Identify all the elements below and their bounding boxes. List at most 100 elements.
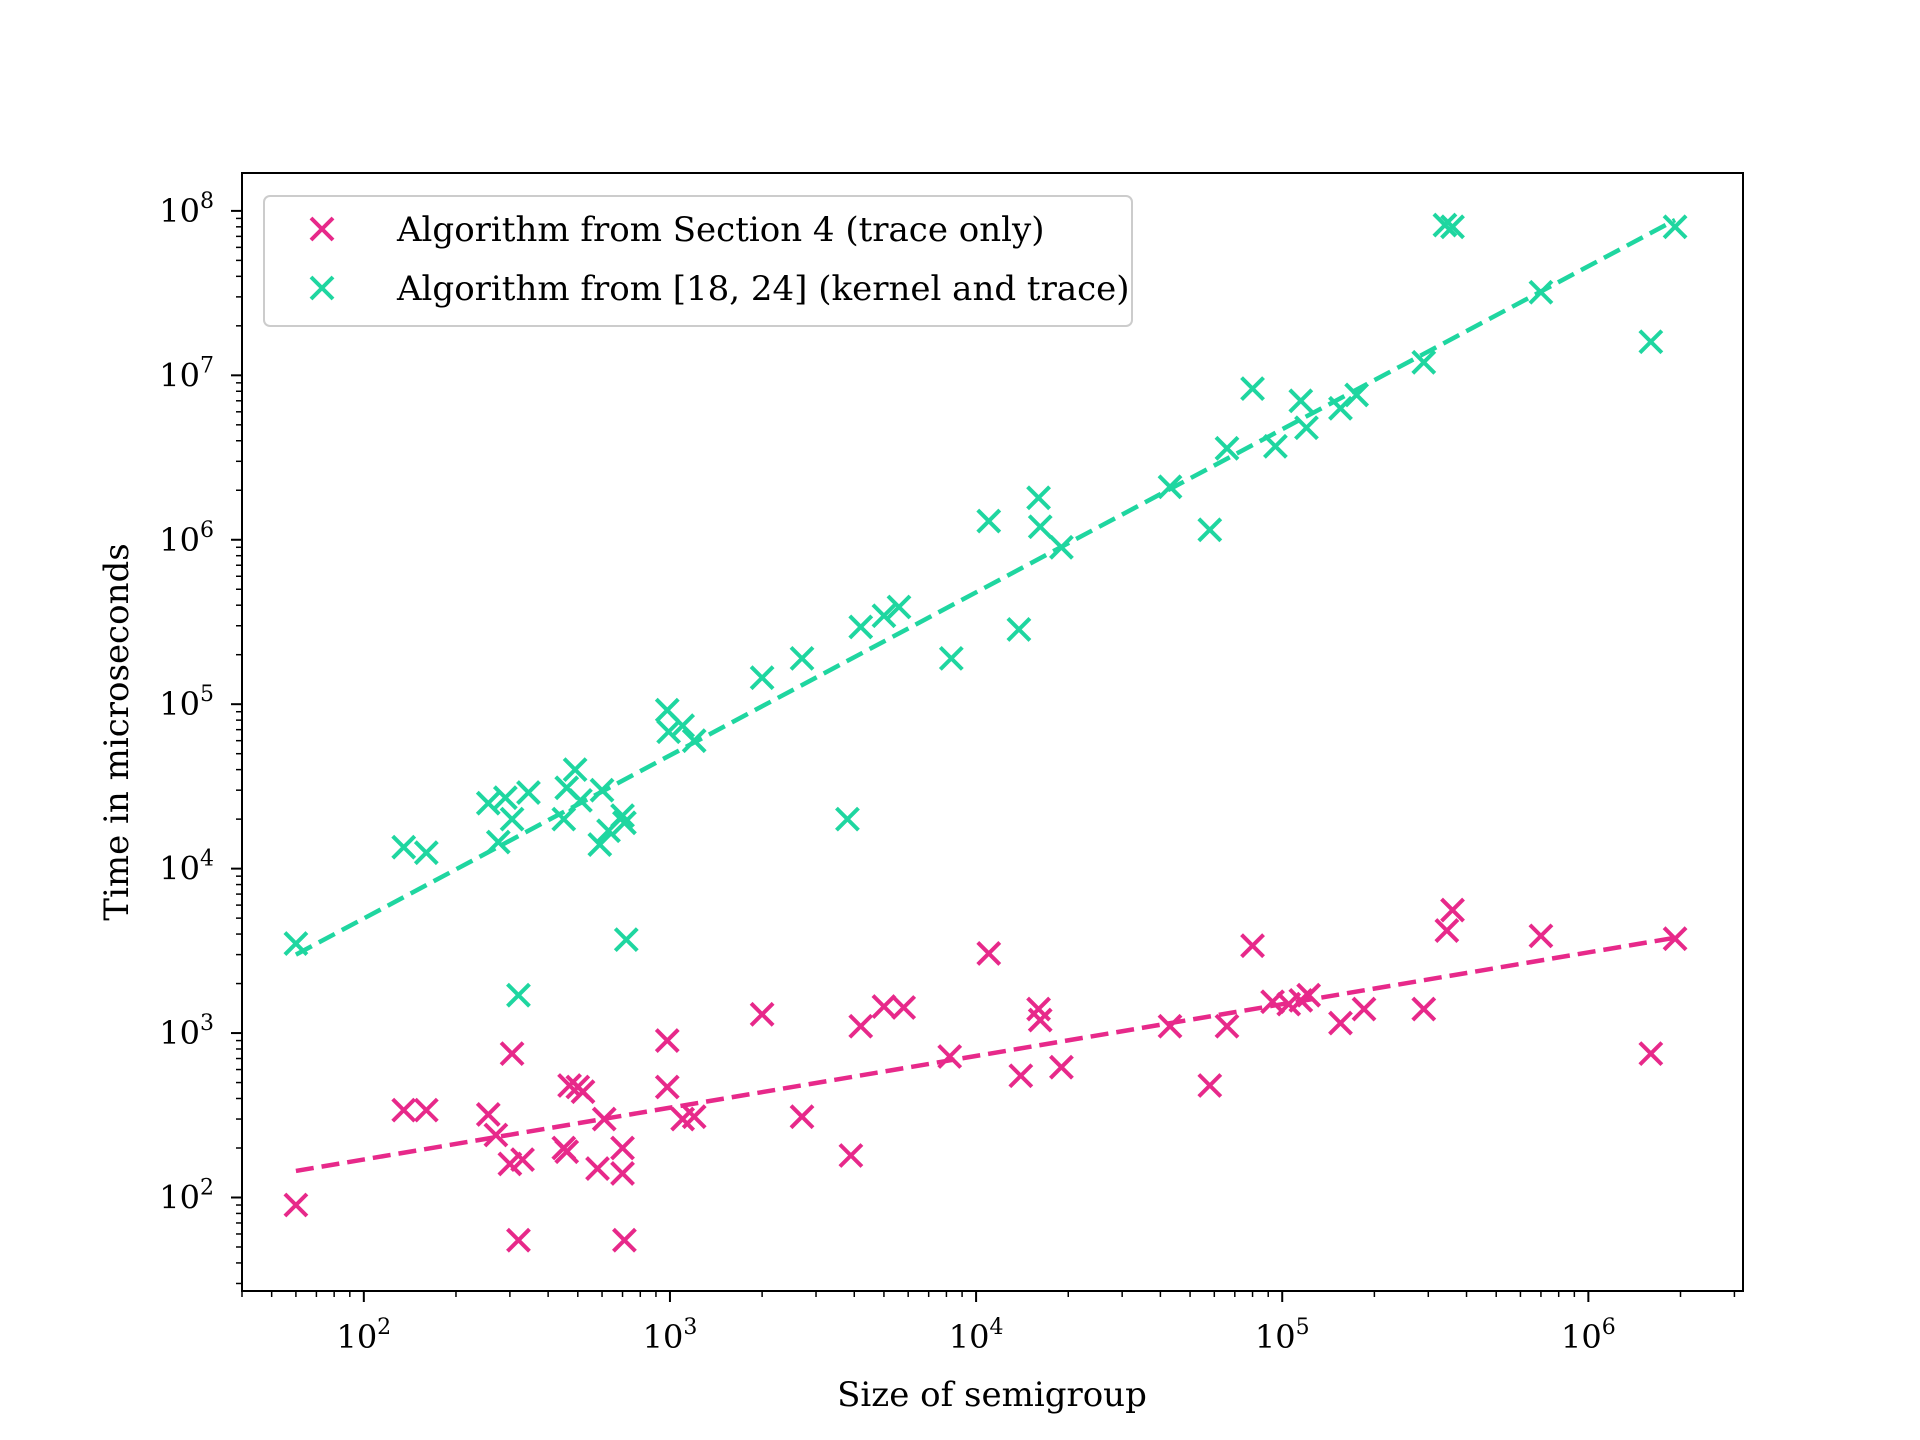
point-s0-44 (1351, 996, 1377, 1022)
point-s1-4 (485, 829, 511, 855)
point-s1-17 (612, 810, 637, 836)
x-tick-label: 106 (1561, 1315, 1616, 1356)
legend-x-marker-1 (309, 275, 335, 301)
x-tick-label: 103 (643, 1315, 698, 1356)
x-axis-label: Size of semigroup (837, 1375, 1147, 1415)
point-s1-29 (938, 645, 964, 671)
point-s1-24 (789, 645, 815, 671)
point-s1-18 (613, 927, 639, 953)
legend-label-section4: Algorithm from Section 4 (trace only) (396, 210, 1045, 250)
y-tick-label: 103 (159, 1011, 214, 1052)
point-s1-30 (976, 508, 1002, 534)
point-s1-1 (391, 834, 417, 860)
point-s0-50 (1662, 926, 1688, 952)
y-tick-label: 102 (159, 1175, 214, 1216)
x-tick-label: 102 (336, 1315, 391, 1356)
point-s0-47 (1440, 897, 1465, 923)
point-s1-38 (1240, 376, 1265, 402)
point-s1-48 (1638, 329, 1664, 355)
point-s0-16 (610, 1135, 635, 1161)
point-s0-25 (838, 1143, 864, 1168)
point-s1-11 (562, 757, 588, 783)
y-tick-exponent: 3 (200, 1011, 214, 1036)
point-s0-8 (506, 1227, 531, 1253)
point-s1-49 (1662, 214, 1688, 240)
point-s1-33 (1027, 514, 1053, 540)
point-s0-15 (591, 1106, 617, 1132)
point-s1-45 (1432, 212, 1458, 238)
x-tick-exponent: 2 (377, 1315, 391, 1340)
y-tick-label: 105 (159, 682, 214, 723)
point-s0-48 (1528, 923, 1554, 949)
y-axis-label: Time in microseconds (97, 543, 137, 920)
point-s1-8 (516, 780, 541, 806)
legend-marker-kernel-trace (309, 275, 335, 301)
y-tick-base: 10 (159, 685, 200, 723)
point-s1-20 (656, 719, 682, 745)
point-s1-16 (610, 803, 635, 829)
point-s1-34 (1049, 534, 1074, 560)
y-tick-label: 108 (159, 189, 214, 230)
data-points (283, 212, 1688, 1253)
point-s1-41 (1294, 415, 1319, 441)
point-s1-46 (1440, 214, 1465, 240)
legend-label-kernel-trace: Algorithm from [18, 24] (kernel and trac… (396, 269, 1130, 309)
point-s0-31 (1008, 1063, 1034, 1089)
point-s1-35 (1157, 474, 1183, 500)
y-tick-exponent: 2 (200, 1175, 214, 1200)
point-s1-12 (568, 787, 593, 813)
y-tick-base: 10 (159, 192, 200, 230)
fit-line-1 (294, 218, 1677, 957)
point-s0-19 (654, 1028, 680, 1054)
y-tick-exponent: 6 (200, 518, 214, 543)
point-s1-0 (283, 931, 309, 957)
x-tick-base: 10 (949, 1318, 990, 1356)
point-s1-37 (1214, 435, 1240, 461)
x-tick-base: 10 (1255, 1318, 1296, 1356)
x-tick-base: 10 (336, 1318, 377, 1356)
point-s1-31 (1006, 616, 1032, 642)
point-s0-10 (554, 1139, 580, 1165)
point-s1-43 (1344, 382, 1370, 408)
point-s1-23 (749, 665, 775, 691)
point-s0-11 (557, 1073, 582, 1098)
x-tick-label: 104 (949, 1315, 1004, 1356)
point-s0-14 (585, 1156, 610, 1181)
fit-lines (294, 218, 1677, 1174)
point-s0-36 (1197, 1073, 1223, 1098)
point-s0-34 (1049, 1054, 1074, 1080)
point-s0-28 (891, 995, 917, 1020)
point-s0-38 (1240, 933, 1265, 959)
point-s0-30 (976, 941, 1002, 966)
point-s1-21 (670, 713, 696, 739)
legend-box (263, 195, 1133, 327)
point-s0-13 (570, 1079, 596, 1105)
point-s0-6 (499, 1041, 525, 1067)
point-s0-23 (749, 1001, 775, 1027)
point-s0-17 (610, 1161, 635, 1186)
point-s1-44 (1411, 349, 1437, 375)
point-s0-46 (1434, 918, 1460, 943)
point-s0-27 (871, 994, 897, 1019)
point-s0-29 (937, 1044, 963, 1069)
x-tick-exponent: 6 (1602, 1315, 1616, 1340)
x-tick-exponent: 3 (683, 1315, 697, 1340)
y-tick-base: 10 (159, 521, 200, 559)
fit-line-0 (295, 935, 1676, 1174)
plot-frame (241, 172, 1744, 1292)
point-s0-0 (283, 1192, 309, 1218)
y-tick-exponent: 8 (200, 189, 214, 214)
y-tick-base: 10 (159, 1178, 200, 1216)
point-s1-27 (871, 603, 897, 629)
x-axis: 102 103 104 105 106 (241, 1291, 1736, 1356)
point-s1-39 (1262, 433, 1288, 459)
point-s1-47 (1528, 279, 1554, 305)
x-tick-base: 10 (1561, 1318, 1602, 1356)
point-s1-22 (681, 728, 707, 754)
point-s0-43 (1328, 1010, 1353, 1036)
point-s0-42 (1296, 982, 1322, 1008)
point-s1-32 (1026, 485, 1051, 511)
point-s0-33 (1027, 1007, 1053, 1033)
